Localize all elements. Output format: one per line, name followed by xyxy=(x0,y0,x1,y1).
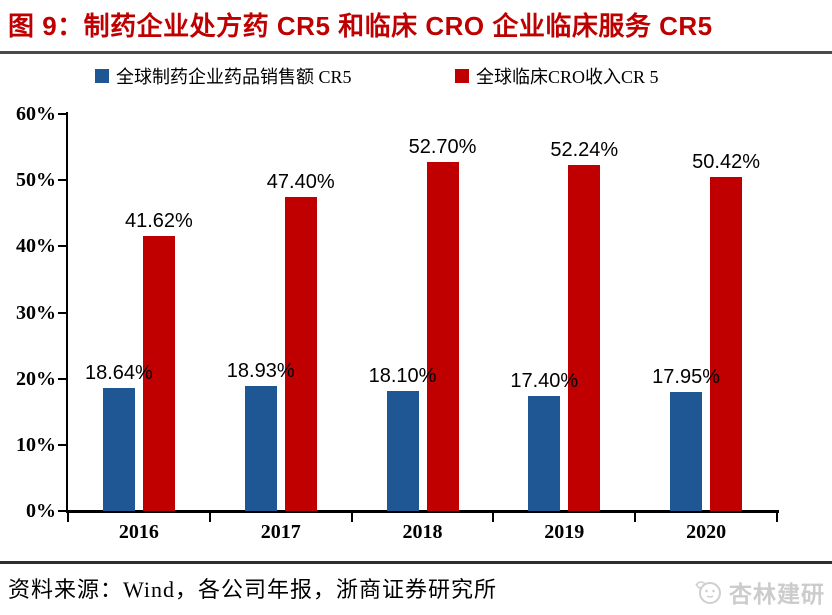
x-axis-category-label: 2016 xyxy=(118,521,159,543)
bar-value-label: 17.95% xyxy=(652,366,721,389)
y-tick-mark xyxy=(58,377,66,380)
y-tick-mark xyxy=(58,179,66,182)
y-tick-mark xyxy=(58,510,66,512)
x-tick-mark xyxy=(776,513,778,522)
bar-pharma-cr5 xyxy=(528,395,561,511)
y-tick-mark xyxy=(58,113,66,115)
data-source-note: 资料来源：Wind，各公司年报，浙商证券研究所 xyxy=(8,577,497,602)
blue-series-swatch-icon xyxy=(95,69,109,83)
watermark-text: 杏林建研 xyxy=(729,581,825,607)
bar-value-label: 18.93% xyxy=(226,359,295,382)
watermark: 杏林建研 xyxy=(692,575,825,609)
footer-divider xyxy=(0,561,832,564)
plot-area: 18.64% 41.62% 18.93% 47.40% 18.10% 52.70% 17.4… xyxy=(68,114,777,511)
x-axis-category-label: 2020 xyxy=(686,521,727,543)
legend-item-blue-series: 全球制药企业药品销售额 CR5 xyxy=(95,64,352,88)
x-tick-mark xyxy=(208,513,211,522)
title-divider xyxy=(0,51,832,54)
y-axis-tick-label: 10% xyxy=(16,433,56,456)
legend-label: 全球临床CRO收入CR 5 xyxy=(476,67,659,87)
rabbit-chat-logo-icon xyxy=(695,581,721,604)
bar-pharma-cr5 xyxy=(670,392,703,511)
y-axis-line xyxy=(66,112,68,512)
y-tick-mark xyxy=(58,245,66,248)
x-axis-category-label: 2019 xyxy=(544,521,585,543)
bar-value-label: 52.70% xyxy=(408,136,477,159)
bar-value-label: 17.40% xyxy=(510,369,579,392)
bar-pharma-cr5 xyxy=(102,387,135,511)
legend-label: 全球制药企业药品销售额 CR5 xyxy=(116,67,352,87)
y-tick-mark xyxy=(58,311,66,314)
x-tick-mark xyxy=(67,513,69,522)
bar-cro-cr5 xyxy=(568,165,601,511)
bar-cro-cr5 xyxy=(284,197,317,511)
bar-pharma-cr5 xyxy=(244,385,277,511)
x-tick-mark xyxy=(492,513,495,522)
x-tick-mark xyxy=(350,513,353,522)
figure-title: 图 9：制药企业处方药 CR5 和临床 CRO 企业临床服务 CR5 xyxy=(8,11,713,41)
bar-value-label: 18.64% xyxy=(84,361,153,384)
y-axis-tick-label: 30% xyxy=(16,301,56,324)
x-axis-line xyxy=(66,510,779,513)
bar-value-label: 52.24% xyxy=(550,139,619,162)
bar-pharma-cr5 xyxy=(386,391,419,511)
bar-cro-cr5 xyxy=(142,235,175,511)
y-axis-tick-label: 60% xyxy=(16,103,56,125)
bar-value-label: 18.10% xyxy=(368,365,437,388)
y-axis-tick-label: 40% xyxy=(16,235,56,258)
legend-item-red-series: 全球临床CRO收入CR 5 xyxy=(455,64,659,88)
x-tick-mark xyxy=(634,513,637,522)
bar-value-label: 47.40% xyxy=(266,171,335,194)
y-tick-mark xyxy=(58,443,66,446)
x-axis-category-label: 2017 xyxy=(260,521,301,543)
bar-cro-cr5 xyxy=(710,177,743,511)
bar-cro-cr5 xyxy=(426,162,459,511)
red-series-swatch-icon xyxy=(455,69,469,83)
y-axis-tick-label: 20% xyxy=(16,367,56,390)
y-axis-tick-label: 50% xyxy=(16,169,56,192)
y-axis-tick-label: 0% xyxy=(26,500,56,522)
bar-value-label: 50.42% xyxy=(692,151,761,174)
chart-legend: 全球制药企业药品销售额 CR5 全球临床CRO收入CR 5 xyxy=(0,64,832,90)
bar-value-label: 41.62% xyxy=(124,209,193,232)
x-axis-category-label: 2018 xyxy=(402,521,443,543)
